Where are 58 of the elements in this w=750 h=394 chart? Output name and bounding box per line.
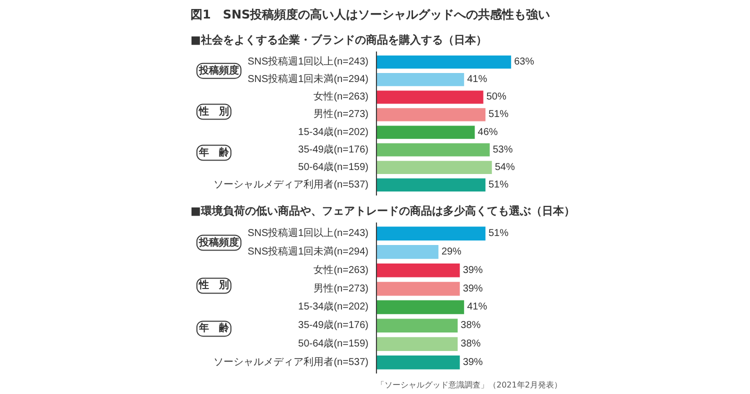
bar (376, 108, 486, 122)
data-label: 51% (488, 109, 509, 120)
text: 性 別 (198, 279, 229, 292)
data-label: 46% (478, 126, 498, 138)
data-label: 50% (486, 92, 506, 103)
y-tick-label: 35-49歳(n=176) (298, 143, 368, 156)
y-tick-label: 15-34歳(n=202) (298, 126, 368, 138)
data-label: 53% (492, 144, 513, 156)
chart-title: ■環境負荷の低い商品や、フェアトレードの商品は多少高くても選ぶ（日本） (190, 204, 575, 218)
y-tick-label: SNS投稿週1回以上(n=243) (248, 227, 368, 240)
y-tick-label: 女性(n=263) (314, 90, 368, 103)
y-tick-label: ソーシャルメディア利用者(n=537) (214, 178, 368, 190)
y-tick-label: 50-64歳(n=159) (298, 338, 368, 350)
bar (376, 337, 458, 351)
bar (376, 263, 460, 278)
data-label: 63% (514, 56, 534, 68)
text: 年 齢 (198, 146, 230, 158)
bar (376, 226, 486, 240)
text: 性 別 (198, 105, 229, 118)
bar (376, 126, 475, 139)
bar (376, 160, 492, 174)
data-label: 29% (441, 246, 462, 258)
y-tick-label: 50-64歳(n=159) (298, 160, 368, 173)
y-tick-label: SNS投稿週1回未満(n=294) (248, 245, 368, 258)
y-tick-label: 男性(n=273) (314, 108, 368, 120)
bar (376, 90, 484, 104)
data-label: 38% (460, 320, 481, 332)
y-tick-label: 15-34歳(n=202) (298, 300, 368, 313)
data-label: 41% (467, 302, 488, 313)
bar (376, 73, 464, 86)
data-label: 51% (488, 179, 509, 190)
text: 投稿頻度 (198, 236, 239, 248)
bar (376, 356, 460, 370)
y-tick-label: 35-49歳(n=176) (298, 319, 368, 332)
data-label: 39% (462, 283, 483, 294)
text: 年 齢 (198, 322, 230, 334)
y-tick-label: SNS投稿週1回未満(n=294) (248, 73, 368, 86)
y-tick-label: 女性(n=263) (314, 264, 368, 276)
text: 投稿頻度 (198, 64, 239, 76)
bar (376, 300, 464, 314)
y-tick-label: 男性(n=273) (314, 282, 368, 294)
y-tick-label: ソーシャルメディア利用者(n=537) (214, 356, 368, 368)
bar (376, 143, 490, 156)
bar (376, 245, 438, 259)
bar (376, 282, 460, 296)
chart-title: 図1 SNS投稿頻度の高い人はソーシャルグッドへの共感性も強い (190, 8, 550, 22)
bar (376, 178, 486, 192)
data-label: 51% (488, 228, 509, 240)
chart-subtitle: ■社会をよくする企業・ブランドの商品を購入する（日本） (190, 34, 487, 46)
bar (376, 55, 512, 69)
data-label: 54% (494, 162, 515, 173)
text: 「ソーシャルグッド意識調査」（2021年2月発表） (376, 380, 562, 390)
data-label: 39% (462, 264, 483, 276)
y-tick-label: SNS投稿週1回以上(n=243) (248, 56, 368, 68)
data-label: 39% (462, 356, 483, 368)
data-label: 38% (460, 338, 481, 350)
data-label: 41% (467, 74, 488, 86)
bar (376, 318, 458, 333)
